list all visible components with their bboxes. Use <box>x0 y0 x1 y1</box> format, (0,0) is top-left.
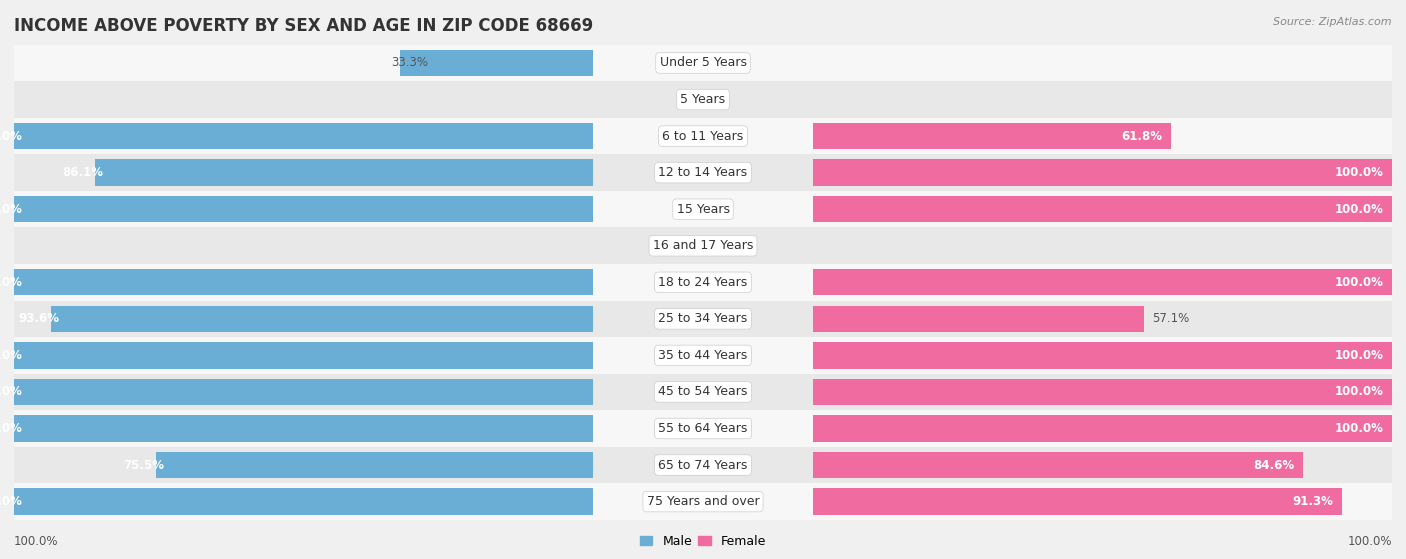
Text: 84.6%: 84.6% <box>1253 458 1294 472</box>
Bar <box>813 269 1392 296</box>
Bar <box>14 415 593 442</box>
Bar <box>14 379 593 405</box>
Text: 100.0%: 100.0% <box>0 349 22 362</box>
Bar <box>14 269 593 296</box>
Text: 100.0%: 100.0% <box>1347 535 1392 548</box>
Bar <box>813 373 1392 410</box>
Bar <box>593 447 813 484</box>
Bar <box>14 123 593 149</box>
Bar <box>593 191 813 228</box>
Bar <box>593 228 813 264</box>
Bar <box>813 337 1392 373</box>
Text: 86.1%: 86.1% <box>62 166 103 179</box>
Text: 61.8%: 61.8% <box>1121 130 1163 143</box>
Text: 100.0%: 100.0% <box>0 130 22 143</box>
Bar <box>813 452 1303 478</box>
Text: 100.0%: 100.0% <box>1334 422 1384 435</box>
Bar <box>14 489 593 515</box>
Text: 100.0%: 100.0% <box>0 203 22 216</box>
Bar <box>813 118 1392 154</box>
Bar <box>593 264 813 301</box>
Text: 12 to 14 Years: 12 to 14 Years <box>658 166 748 179</box>
Text: 100.0%: 100.0% <box>1334 276 1384 289</box>
Bar <box>813 301 1392 337</box>
Legend: Male, Female: Male, Female <box>636 530 770 553</box>
Bar <box>14 228 593 264</box>
Text: 93.6%: 93.6% <box>18 312 60 325</box>
Text: 16 and 17 Years: 16 and 17 Years <box>652 239 754 252</box>
Text: 91.3%: 91.3% <box>1292 495 1333 508</box>
Text: 15 Years: 15 Years <box>676 203 730 216</box>
Bar <box>14 118 593 154</box>
Bar <box>51 306 593 332</box>
Bar <box>14 337 593 373</box>
Text: 100.0%: 100.0% <box>0 495 22 508</box>
Text: 100.0%: 100.0% <box>1334 349 1384 362</box>
Bar <box>813 306 1143 332</box>
Bar <box>813 123 1171 149</box>
Text: 100.0%: 100.0% <box>14 535 59 548</box>
Bar <box>813 447 1392 484</box>
Text: 100.0%: 100.0% <box>0 276 22 289</box>
Text: 55 to 64 Years: 55 to 64 Years <box>658 422 748 435</box>
Text: 5 Years: 5 Years <box>681 93 725 106</box>
Bar <box>813 159 1392 186</box>
Bar <box>14 196 593 222</box>
Bar <box>813 379 1392 405</box>
Bar <box>401 50 593 76</box>
Bar <box>14 45 593 81</box>
Text: Source: ZipAtlas.com: Source: ZipAtlas.com <box>1274 17 1392 27</box>
Text: 100.0%: 100.0% <box>1334 166 1384 179</box>
Text: 100.0%: 100.0% <box>0 422 22 435</box>
Text: 75 Years and over: 75 Years and over <box>647 495 759 508</box>
Text: 57.1%: 57.1% <box>1153 312 1189 325</box>
Text: 65 to 74 Years: 65 to 74 Years <box>658 458 748 472</box>
Bar <box>813 228 1392 264</box>
Bar <box>813 342 1392 368</box>
Bar <box>14 447 593 484</box>
Bar <box>813 415 1392 442</box>
Text: 100.0%: 100.0% <box>1334 203 1384 216</box>
Bar <box>94 159 593 186</box>
Bar <box>14 484 593 520</box>
Bar <box>813 410 1392 447</box>
Bar <box>14 342 593 368</box>
Bar <box>14 301 593 337</box>
Bar <box>813 196 1392 222</box>
Text: 18 to 24 Years: 18 to 24 Years <box>658 276 748 289</box>
Bar <box>593 81 813 118</box>
Bar <box>813 81 1392 118</box>
Bar <box>14 154 593 191</box>
Text: Under 5 Years: Under 5 Years <box>659 56 747 69</box>
Text: 6 to 11 Years: 6 to 11 Years <box>662 130 744 143</box>
Bar <box>156 452 593 478</box>
Bar <box>593 301 813 337</box>
Bar <box>14 264 593 301</box>
Bar <box>14 373 593 410</box>
Text: INCOME ABOVE POVERTY BY SEX AND AGE IN ZIP CODE 68669: INCOME ABOVE POVERTY BY SEX AND AGE IN Z… <box>14 17 593 35</box>
Bar <box>593 410 813 447</box>
Text: 33.3%: 33.3% <box>391 56 429 69</box>
Text: 75.5%: 75.5% <box>124 458 165 472</box>
Bar <box>593 484 813 520</box>
Bar <box>813 154 1392 191</box>
Bar <box>593 154 813 191</box>
Bar <box>813 484 1392 520</box>
Text: 25 to 34 Years: 25 to 34 Years <box>658 312 748 325</box>
Bar <box>593 45 813 81</box>
Bar <box>14 81 593 118</box>
Bar <box>593 337 813 373</box>
Bar <box>14 191 593 228</box>
Bar <box>593 118 813 154</box>
Bar <box>14 410 593 447</box>
Bar <box>813 45 1392 81</box>
Text: 100.0%: 100.0% <box>0 386 22 399</box>
Text: 35 to 44 Years: 35 to 44 Years <box>658 349 748 362</box>
Text: 45 to 54 Years: 45 to 54 Years <box>658 386 748 399</box>
Text: 100.0%: 100.0% <box>1334 386 1384 399</box>
Bar <box>813 191 1392 228</box>
Bar <box>593 373 813 410</box>
Bar <box>813 489 1341 515</box>
Bar <box>813 264 1392 301</box>
